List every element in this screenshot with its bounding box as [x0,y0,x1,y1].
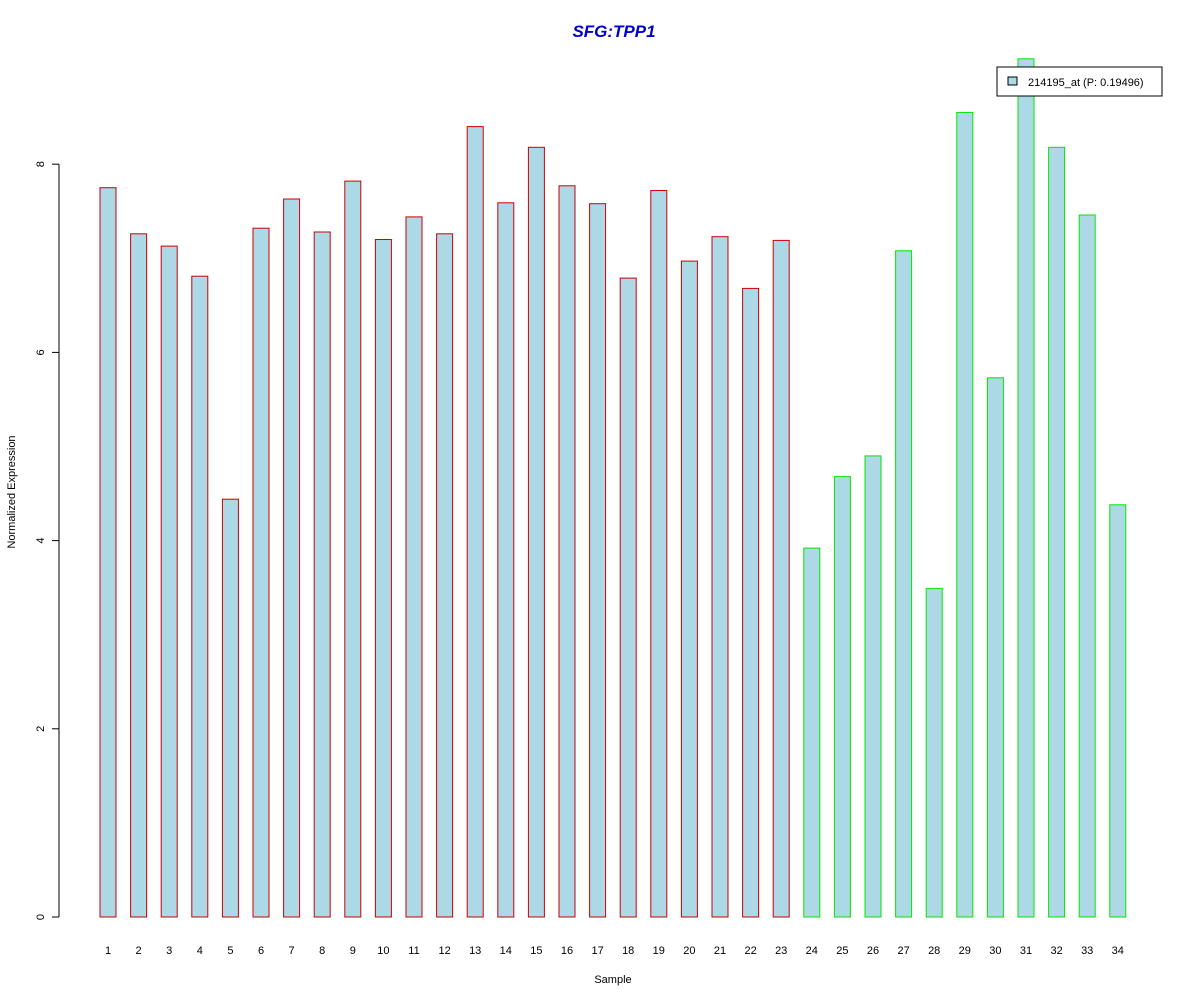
x-tick-label: 28 [928,945,940,957]
x-tick-label: 33 [1081,945,1093,957]
x-tick-label: 10 [377,945,389,957]
x-tick-label: 2 [136,945,142,957]
y-axis: 0 2 4 6 8 [35,161,60,920]
y-tick-label: 4 [35,538,47,544]
legend-box [996,66,1163,97]
bar-sample-32 [1048,146,1066,918]
legend-label: 214195_at (P: 0.19496) [1028,77,1144,89]
bar-sample-34 [1109,504,1127,918]
x-tick-label: 12 [438,945,450,957]
x-tick-label: 20 [683,945,695,957]
legend-swatch [1007,76,1018,86]
x-tick-label: 23 [775,945,787,957]
bar-sample-26 [864,455,882,918]
x-tick-labels: 1 2 3 4 5 6 7 8 9 10 11 12 13 14 15 16 17 18 19 20 21 22 23 24 2… [105,945,1124,957]
x-tick-label: 9 [350,945,356,957]
bar-sample-12 [436,233,454,918]
bar-sample-8 [313,231,331,918]
bar-sample-4 [191,275,209,918]
bar-sample-29 [956,111,974,918]
bar-sample-33 [1078,214,1096,918]
x-tick-label: 24 [806,945,818,957]
x-tick-label: 34 [1112,945,1124,957]
bar-sample-1 [99,187,117,918]
bar-sample-15 [527,146,545,918]
x-tick-label: 27 [897,945,909,957]
x-axis-label: Sample [594,974,631,986]
x-tick-label: 25 [836,945,848,957]
bar-sample-5 [221,498,239,918]
bar-sample-20 [680,260,698,918]
y-tick-label: 2 [35,726,47,732]
x-tick-label: 31 [1020,945,1032,957]
x-tick-label: 3 [166,945,172,957]
bar-sample-30 [986,377,1004,918]
x-tick-label: 17 [591,945,603,957]
bar-sample-31 [1017,58,1035,918]
bar-sample-22 [742,287,760,918]
x-tick-label: 5 [227,945,233,957]
x-tick-label: 11 [408,945,419,957]
x-tick-label: 19 [653,945,665,957]
bar-sample-2 [130,233,148,918]
bar-sample-23 [772,239,790,918]
bar-sample-27 [895,250,913,918]
x-tick-label: 21 [714,945,726,957]
y-tick-label: 0 [35,914,47,920]
x-tick-label: 8 [319,945,325,957]
x-tick-label: 26 [867,945,879,957]
bar-sample-24 [803,547,821,918]
bar-sample-21 [711,236,729,918]
bar-sample-10 [374,239,392,918]
bar-sample-16 [558,185,576,918]
y-axis-label: Normalized Expression [6,435,18,548]
chart-title: SFG:TPP1 [572,22,655,41]
x-tick-label: 1 [105,945,111,957]
x-tick-label: 6 [258,945,264,957]
x-tick-label: 13 [469,945,481,957]
x-tick-label: 30 [989,945,1001,957]
x-tick-label: 16 [561,945,573,957]
bar-sample-19 [650,190,668,918]
y-tick-label: 6 [35,349,47,355]
bars-group [99,58,1127,918]
bar-sample-25 [833,476,851,918]
bar-sample-28 [925,588,943,918]
legend: 214195_at (P: 0.19496) [996,66,1163,97]
x-tick-label: 29 [959,945,971,957]
x-tick-label: 22 [744,945,756,957]
bar-sample-17 [589,203,607,918]
y-tick-label: 8 [35,161,47,167]
bar-sample-11 [405,216,423,918]
x-tick-label: 7 [289,945,295,957]
bar-sample-14 [497,202,515,918]
x-tick-label: 15 [530,945,542,957]
bar-sample-6 [252,227,270,918]
bar-sample-7 [283,198,301,918]
x-tick-label: 14 [500,945,512,957]
bar-sample-13 [466,126,484,918]
x-tick-label: 4 [197,945,203,957]
bar-sample-18 [619,277,637,918]
bar-sample-3 [160,245,178,918]
x-tick-label: 18 [622,945,634,957]
bar-sample-9 [344,180,362,918]
x-tick-label: 32 [1050,945,1062,957]
